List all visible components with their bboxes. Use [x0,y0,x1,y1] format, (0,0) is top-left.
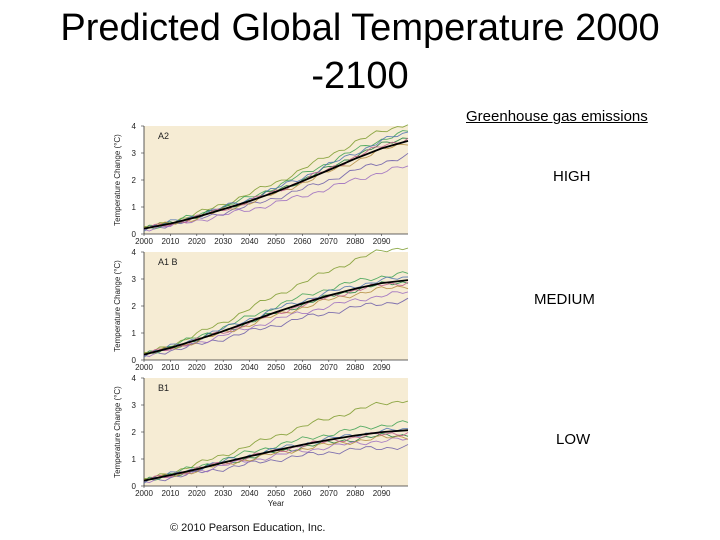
panel-title: A1 B [158,257,178,267]
chart-panel-2: B1 Temperature Change (°C) 0 1 2 3 4 2000 2010 20… [113,374,409,508]
emission-level-high: HIGH [553,168,591,185]
y-tick-label-1: 1 [132,455,137,464]
x-axis-label: Year [268,499,285,508]
slide-title: Predicted Global Temperature 2000 -2100 [0,4,720,100]
y-tick-label-4: 4 [132,248,137,257]
series-line-3 [143,130,409,230]
series-line-7 [143,137,409,229]
x-tick-label-7: 2070 [320,489,338,498]
series-line-3 [143,420,409,481]
x-tick-label-8: 2080 [346,489,364,498]
x-tick-label-5: 2050 [267,237,285,246]
y-tick-label-3: 3 [132,401,137,410]
y-tick-label-4: 4 [132,374,137,383]
panel-title: B1 [158,383,169,393]
x-tick-label-2: 2020 [188,363,206,372]
x-tick-label-6: 2060 [294,363,312,372]
y-tick-label-4: 4 [132,122,137,131]
mean-line [143,429,409,482]
series-line-1 [143,247,409,354]
x-tick-label-1: 2010 [162,489,180,498]
series-line-5 [143,276,409,358]
slide-title-line2: -2100 [311,55,409,97]
plot-area [144,378,408,486]
y-tick-label-1: 1 [132,203,137,212]
x-tick-label-6: 2060 [294,489,312,498]
y-axis-label: Temperature Change (°C) [113,134,122,226]
slide-title-line1: Predicted Global Temperature 2000 [60,7,660,49]
x-tick-label-0: 2000 [135,489,153,498]
y-tick-label-0: 0 [132,482,137,491]
x-tick-label-6: 2060 [294,237,312,246]
mean-line [143,279,409,356]
x-tick-label-4: 2040 [241,363,259,372]
y-tick-label-0: 0 [132,356,137,365]
emission-level-medium: MEDIUM [534,291,595,308]
chart-panel-0: A2 Temperature Change (°C) 0 1 2 3 4 2000 2010 20… [113,122,409,246]
y-tick-label-0: 0 [132,230,137,239]
series-line-1 [143,400,409,480]
x-tick-label-9: 2090 [373,363,391,372]
x-tick-label-9: 2090 [373,237,391,246]
series-line-5 [143,131,409,232]
x-tick-label-1: 2010 [162,363,180,372]
x-tick-label-3: 2030 [214,363,232,372]
copyright-notice: © 2010 Pearson Education, Inc. [170,522,326,534]
y-axis-label: Temperature Change (°C) [113,260,122,352]
series-line-4 [143,165,409,232]
series-line-3 [143,271,409,355]
x-tick-label-8: 2080 [346,237,364,246]
chart-panel-1: A1 B Temperature Change (°C) 0 1 2 3 4 2000 2010… [113,247,409,372]
x-tick-label-3: 2030 [214,489,232,498]
x-tick-label-9: 2090 [373,489,391,498]
x-tick-label-7: 2070 [320,237,338,246]
x-tick-label-1: 2010 [162,237,180,246]
x-tick-label-2: 2020 [188,489,206,498]
y-tick-label-3: 3 [132,149,137,158]
mean-line [143,140,409,230]
series-line-2 [143,297,409,356]
x-tick-label-0: 2000 [135,363,153,372]
x-tick-label-5: 2050 [267,363,285,372]
x-tick-label-4: 2040 [241,237,259,246]
x-tick-label-5: 2050 [267,489,285,498]
series-line-1 [143,124,409,228]
x-tick-label-0: 2000 [135,237,153,246]
x-tick-label-4: 2040 [241,489,259,498]
x-tick-label-8: 2080 [346,363,364,372]
y-tick-label-3: 3 [132,275,137,284]
y-tick-label-2: 2 [132,176,137,185]
emissions-heading: Greenhouse gas emissions [466,108,648,125]
y-tick-label-2: 2 [132,302,137,311]
x-tick-label-3: 2030 [214,237,232,246]
x-tick-label-7: 2070 [320,363,338,372]
y-tick-label-2: 2 [132,428,137,437]
x-tick-label-2: 2020 [188,237,206,246]
emission-level-low: LOW [556,431,591,448]
panel-title: A2 [158,131,169,141]
y-axis-label: Temperature Change (°C) [113,386,122,478]
y-tick-label-1: 1 [132,329,137,338]
